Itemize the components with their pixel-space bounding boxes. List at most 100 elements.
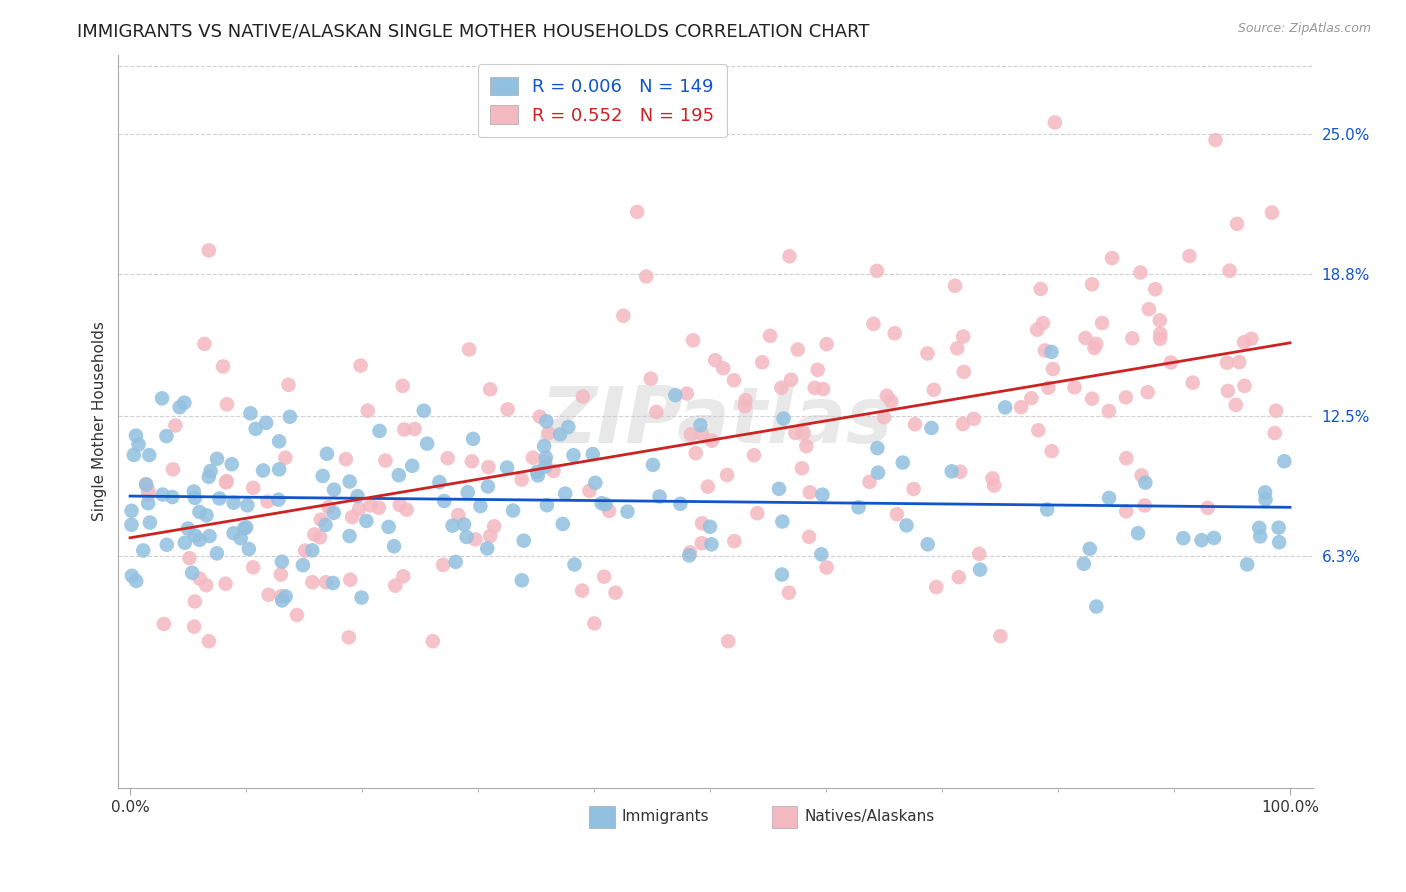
Point xyxy=(301,575,323,590)
Point xyxy=(1074,331,1097,345)
Point xyxy=(121,569,143,583)
Point xyxy=(1115,451,1137,466)
Point xyxy=(883,326,905,341)
Point xyxy=(177,522,200,536)
Point xyxy=(1267,520,1289,534)
Point xyxy=(1083,341,1105,355)
Point xyxy=(377,520,399,534)
Point xyxy=(1137,302,1160,317)
Point xyxy=(690,516,713,531)
Point xyxy=(1115,504,1137,518)
Point xyxy=(990,629,1012,643)
Point xyxy=(477,479,499,493)
Point xyxy=(952,417,974,431)
Point xyxy=(578,483,600,498)
Point xyxy=(212,359,235,374)
Point xyxy=(193,337,215,351)
Point xyxy=(922,383,945,397)
Point xyxy=(734,399,756,413)
Point xyxy=(778,249,800,263)
Point xyxy=(1254,492,1277,507)
Point xyxy=(685,446,707,460)
Point xyxy=(188,572,211,586)
Point xyxy=(496,402,519,417)
Point xyxy=(1136,385,1159,400)
Point xyxy=(1098,491,1121,505)
Point xyxy=(339,475,361,489)
Point xyxy=(598,504,620,518)
Point xyxy=(1261,205,1284,219)
Point xyxy=(1178,249,1201,263)
Point xyxy=(768,482,790,496)
Point xyxy=(917,537,939,551)
Point xyxy=(699,519,721,533)
Point xyxy=(121,504,143,518)
Point xyxy=(529,409,551,424)
Point xyxy=(198,634,221,648)
Point xyxy=(1204,133,1226,147)
Point xyxy=(790,461,813,475)
Point xyxy=(770,567,793,582)
Point xyxy=(1216,356,1239,370)
Point xyxy=(1063,380,1085,394)
Point xyxy=(433,494,456,508)
Point xyxy=(1225,398,1247,412)
Point xyxy=(252,463,274,477)
Point xyxy=(1240,332,1263,346)
Point xyxy=(242,560,264,574)
Point xyxy=(270,589,292,603)
Point xyxy=(678,549,700,563)
Point xyxy=(278,409,301,424)
Point xyxy=(312,469,335,483)
Point xyxy=(188,505,211,519)
Point xyxy=(807,363,830,377)
Point xyxy=(557,420,579,434)
Point xyxy=(205,546,228,560)
Point xyxy=(593,570,616,584)
Point xyxy=(347,502,370,516)
Point xyxy=(422,634,444,648)
Point xyxy=(949,465,972,479)
Point xyxy=(165,418,187,433)
Text: Immigrants: Immigrants xyxy=(621,809,709,824)
Point xyxy=(392,569,415,583)
Point xyxy=(676,386,699,401)
Point xyxy=(447,508,470,522)
Point xyxy=(388,468,411,483)
Point xyxy=(778,585,800,599)
Point xyxy=(496,460,519,475)
Point xyxy=(1033,343,1056,358)
Point xyxy=(903,482,925,496)
Point xyxy=(1081,277,1104,292)
Point xyxy=(359,499,381,513)
Point xyxy=(534,455,557,469)
Point xyxy=(548,427,571,442)
Point xyxy=(664,388,686,402)
Point xyxy=(815,560,838,574)
Point xyxy=(747,506,769,520)
Point xyxy=(679,545,702,559)
Legend: R = 0.006   N = 149, R = 0.552   N = 195: R = 0.006 N = 149, R = 0.552 N = 195 xyxy=(478,64,727,137)
Point xyxy=(257,588,280,602)
Point xyxy=(704,353,727,368)
Point xyxy=(1101,251,1123,265)
Point xyxy=(1032,316,1054,330)
Point xyxy=(367,500,389,515)
Point xyxy=(1202,531,1225,545)
Point xyxy=(848,500,870,515)
Point xyxy=(920,421,942,435)
Point xyxy=(981,471,1004,485)
Point xyxy=(128,437,150,451)
Point xyxy=(811,382,834,396)
Point xyxy=(917,346,939,360)
Point xyxy=(626,205,648,219)
Point xyxy=(121,517,143,532)
Point xyxy=(136,483,159,497)
Point xyxy=(470,499,492,513)
Point xyxy=(458,343,481,357)
Point xyxy=(1081,392,1104,406)
Point xyxy=(716,468,738,483)
Point xyxy=(395,502,418,516)
Point xyxy=(340,510,363,524)
Point xyxy=(723,373,745,387)
